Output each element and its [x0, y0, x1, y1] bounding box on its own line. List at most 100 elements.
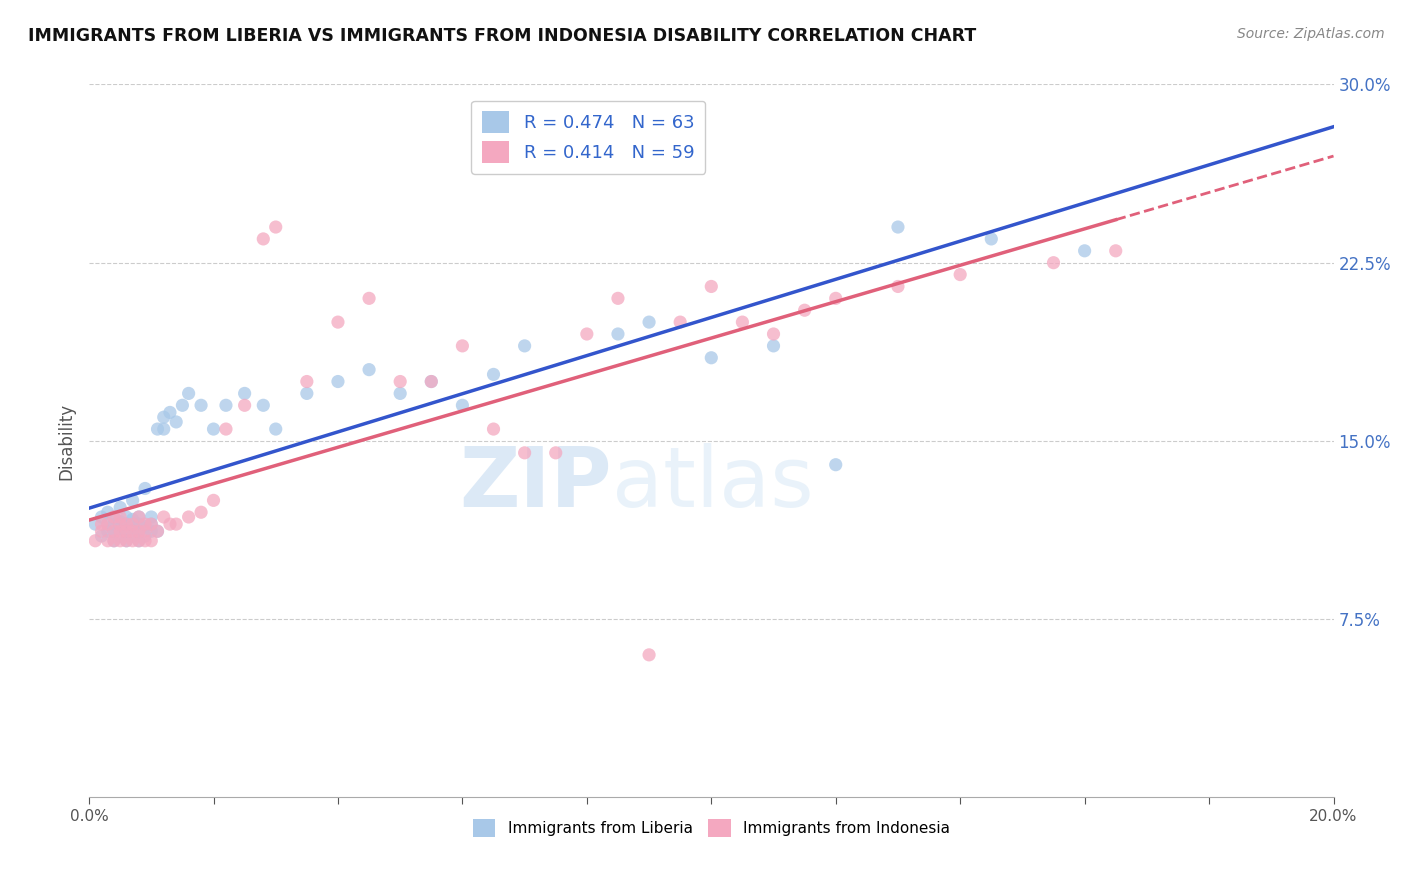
- Point: [152, 510, 174, 524]
- Text: atlas: atlas: [612, 443, 814, 524]
- Point: [108, 529, 131, 543]
- Point: [700, 351, 723, 365]
- Point: [700, 279, 723, 293]
- Point: [326, 315, 349, 329]
- Point: [90, 529, 112, 543]
- Point: [121, 524, 143, 539]
- Point: [172, 398, 194, 412]
- Point: [97, 517, 120, 532]
- Point: [103, 533, 125, 548]
- Point: [128, 524, 150, 539]
- Point: [544, 446, 567, 460]
- Point: [482, 368, 505, 382]
- Point: [326, 375, 349, 389]
- Point: [295, 375, 318, 389]
- Point: [84, 517, 107, 532]
- Point: [121, 519, 143, 533]
- Point: [1105, 244, 1128, 258]
- Point: [141, 533, 163, 548]
- Point: [824, 291, 846, 305]
- Point: [357, 362, 380, 376]
- Point: [165, 415, 187, 429]
- Point: [103, 510, 125, 524]
- Point: [295, 386, 318, 401]
- Point: [141, 510, 163, 524]
- Point: [252, 232, 274, 246]
- Point: [607, 326, 630, 341]
- Point: [575, 326, 598, 341]
- Point: [389, 375, 412, 389]
- Point: [887, 220, 910, 235]
- Point: [141, 524, 163, 539]
- Point: [108, 524, 131, 539]
- Point: [97, 524, 120, 539]
- Point: [607, 291, 630, 305]
- Point: [202, 493, 225, 508]
- Point: [215, 422, 238, 436]
- Point: [128, 524, 150, 539]
- Point: [134, 533, 156, 548]
- Point: [115, 517, 138, 532]
- Point: [887, 279, 910, 293]
- Point: [202, 422, 225, 436]
- Point: [146, 422, 169, 436]
- Point: [1042, 255, 1064, 269]
- Point: [264, 422, 287, 436]
- Point: [115, 533, 138, 548]
- Point: [638, 648, 661, 662]
- Point: [90, 524, 112, 539]
- Point: [97, 533, 120, 548]
- Point: [90, 517, 112, 532]
- Point: [128, 510, 150, 524]
- Text: IMMIGRANTS FROM LIBERIA VS IMMIGRANTS FROM INDONESIA DISABILITY CORRELATION CHAR: IMMIGRANTS FROM LIBERIA VS IMMIGRANTS FR…: [28, 27, 976, 45]
- Legend: Immigrants from Liberia, Immigrants from Indonesia: Immigrants from Liberia, Immigrants from…: [467, 813, 956, 843]
- Point: [177, 510, 200, 524]
- Point: [233, 386, 256, 401]
- Point: [215, 398, 238, 412]
- Point: [159, 405, 181, 419]
- Point: [121, 493, 143, 508]
- Point: [146, 524, 169, 539]
- Point: [152, 422, 174, 436]
- Point: [108, 522, 131, 536]
- Point: [134, 524, 156, 539]
- Point: [980, 232, 1002, 246]
- Point: [233, 398, 256, 412]
- Point: [108, 517, 131, 532]
- Point: [97, 505, 120, 519]
- Point: [121, 512, 143, 526]
- Point: [146, 524, 169, 539]
- Point: [389, 386, 412, 401]
- Y-axis label: Disability: Disability: [58, 402, 75, 480]
- Point: [90, 510, 112, 524]
- Point: [513, 339, 536, 353]
- Point: [793, 303, 815, 318]
- Point: [264, 220, 287, 235]
- Point: [824, 458, 846, 472]
- Point: [103, 524, 125, 539]
- Point: [949, 268, 972, 282]
- Point: [451, 339, 474, 353]
- Point: [357, 291, 380, 305]
- Point: [141, 517, 163, 532]
- Point: [115, 524, 138, 539]
- Point: [252, 398, 274, 412]
- Point: [103, 533, 125, 548]
- Point: [97, 517, 120, 532]
- Point: [108, 533, 131, 548]
- Point: [482, 422, 505, 436]
- Point: [115, 533, 138, 548]
- Point: [420, 375, 443, 389]
- Point: [420, 375, 443, 389]
- Point: [165, 517, 187, 532]
- Point: [128, 533, 150, 548]
- Point: [108, 500, 131, 515]
- Point: [134, 482, 156, 496]
- Point: [513, 446, 536, 460]
- Point: [134, 517, 156, 532]
- Point: [84, 533, 107, 548]
- Point: [451, 398, 474, 412]
- Point: [177, 386, 200, 401]
- Point: [108, 510, 131, 524]
- Point: [731, 315, 754, 329]
